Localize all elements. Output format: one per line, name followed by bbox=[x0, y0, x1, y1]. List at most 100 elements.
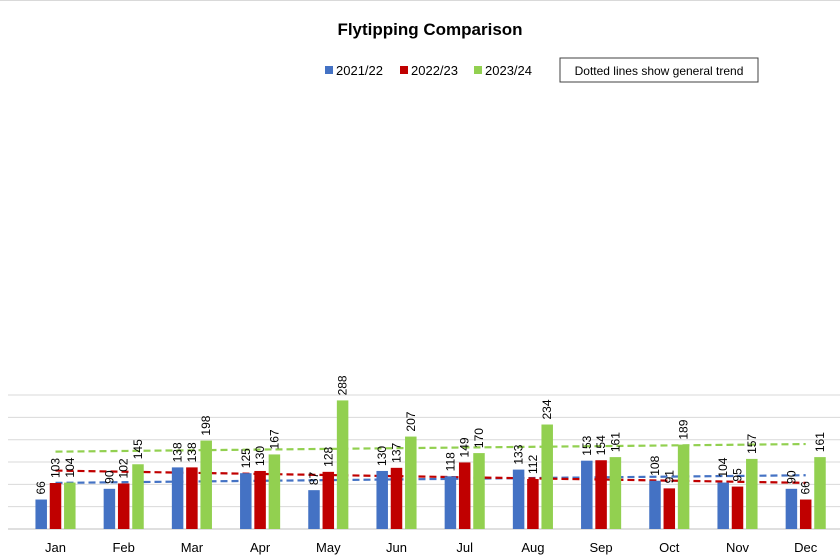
data-label: 153 bbox=[580, 435, 594, 455]
data-label: 161 bbox=[813, 432, 827, 452]
data-label: 130 bbox=[253, 446, 267, 466]
bar-feb-2022-23 bbox=[117, 483, 130, 529]
data-label: 133 bbox=[512, 444, 526, 464]
bar-may-2022-23 bbox=[322, 471, 335, 529]
x-tick-label: Nov bbox=[726, 540, 750, 555]
bar-jun-2021-22 bbox=[376, 470, 388, 529]
data-label: 137 bbox=[390, 442, 404, 462]
data-label: 108 bbox=[648, 455, 662, 475]
data-label: 66 bbox=[34, 481, 48, 495]
bar-jun-2022-23 bbox=[390, 467, 403, 529]
legend: 2021/22 2022/23 2023/24 bbox=[325, 63, 532, 78]
bar-may-2021-22 bbox=[308, 490, 320, 529]
x-tick-label: Mar bbox=[181, 540, 204, 555]
data-label: 130 bbox=[375, 446, 389, 466]
bar-dec-2023-24 bbox=[814, 457, 826, 529]
data-label: 90 bbox=[102, 470, 116, 484]
trendlines bbox=[55, 442, 806, 484]
data-label: 87 bbox=[307, 471, 321, 485]
bar-jul-2021-22 bbox=[444, 476, 457, 529]
x-tick-label: Jan bbox=[45, 540, 66, 555]
legend-swatch bbox=[474, 66, 482, 74]
bar-aug-2022-23 bbox=[527, 478, 539, 529]
x-tick-label: Aug bbox=[521, 540, 544, 555]
data-label: 103 bbox=[49, 458, 63, 478]
x-tick-label: Sep bbox=[590, 540, 613, 555]
data-label: 170 bbox=[472, 428, 486, 448]
bar-sep-2023-24 bbox=[609, 457, 622, 529]
data-label: 149 bbox=[458, 437, 472, 457]
data-label: 288 bbox=[336, 375, 350, 395]
bar-mar-2021-22 bbox=[171, 467, 184, 529]
data-label: 157 bbox=[745, 434, 759, 454]
x-tick-label: Dec bbox=[794, 540, 818, 555]
bar-mar-2023-24 bbox=[200, 440, 212, 529]
legend-label: 2022/23 bbox=[411, 63, 458, 78]
x-tick-label: Apr bbox=[250, 540, 271, 555]
data-label: 118 bbox=[443, 452, 457, 471]
legend-label: 2023/24 bbox=[485, 63, 532, 78]
data-label: 90 bbox=[784, 470, 798, 484]
trendline-2023-24 bbox=[55, 442, 806, 453]
data-label: 138 bbox=[171, 442, 185, 462]
data-label: 104 bbox=[63, 457, 77, 477]
bar-apr-2021-22 bbox=[240, 473, 252, 529]
grid bbox=[8, 394, 840, 530]
bar-jan-2022-23 bbox=[49, 483, 62, 529]
bar-apr-2022-23 bbox=[254, 470, 266, 529]
data-label: 138 bbox=[185, 442, 199, 462]
x-tick-label: Oct bbox=[659, 540, 680, 555]
bar-aug-2021-22 bbox=[512, 469, 525, 529]
bar-aug-2023-24 bbox=[541, 424, 553, 529]
data-label: 112 bbox=[526, 455, 540, 474]
x-axis: Jan Feb Mar Apr May Jun Jul Aug Sep Oct Nov Dec bbox=[45, 540, 818, 555]
data-label: 145 bbox=[131, 439, 145, 459]
bar-oct-2022-23 bbox=[663, 488, 676, 529]
legend-swatch bbox=[400, 66, 408, 74]
bar-feb-2021-22 bbox=[103, 488, 116, 529]
chart-title: Flytipping Comparison bbox=[337, 20, 522, 39]
bar-jan-2021-22 bbox=[35, 499, 47, 529]
annotation-box: Dotted lines show general trend bbox=[559, 57, 759, 83]
data-label: 95 bbox=[731, 468, 745, 482]
data-label: 102 bbox=[117, 458, 131, 478]
legend-swatch bbox=[325, 66, 333, 74]
bar-nov-2021-22 bbox=[717, 482, 729, 529]
bar-jan-2023-24 bbox=[64, 482, 76, 529]
x-tick-label: Jun bbox=[386, 540, 407, 555]
bar-sep-2022-23 bbox=[595, 460, 607, 529]
annotation-text: Dotted lines show general trend bbox=[575, 64, 744, 78]
bar-jul-2023-24 bbox=[473, 453, 485, 529]
data-label: 66 bbox=[799, 481, 813, 495]
bar-apr-2023-24 bbox=[268, 454, 281, 529]
bar-may-2023-24 bbox=[336, 400, 349, 529]
bar-dec-2021-22 bbox=[785, 488, 798, 529]
bar-mar-2022-23 bbox=[186, 467, 198, 529]
x-tick-label: Jul bbox=[456, 540, 473, 555]
data-label: 154 bbox=[594, 435, 608, 455]
bar-nov-2023-24 bbox=[746, 458, 758, 529]
bar-jun-2023-24 bbox=[405, 436, 417, 529]
x-tick-label: Feb bbox=[112, 540, 134, 555]
data-label: 104 bbox=[716, 457, 730, 477]
bar-nov-2022-23 bbox=[731, 486, 744, 529]
bar-oct-2023-24 bbox=[677, 444, 690, 529]
data-label: 91 bbox=[662, 470, 676, 484]
bar-feb-2023-24 bbox=[132, 464, 144, 529]
bars bbox=[35, 400, 826, 529]
data-label: 198 bbox=[199, 415, 213, 435]
data-label: 189 bbox=[677, 419, 691, 439]
bar-dec-2022-23 bbox=[799, 499, 812, 529]
bar-sep-2021-22 bbox=[581, 460, 593, 529]
data-label: 125 bbox=[239, 448, 253, 468]
legend-label: 2021/22 bbox=[336, 63, 383, 78]
bar-oct-2021-22 bbox=[649, 480, 661, 529]
data-label: 167 bbox=[267, 429, 281, 449]
x-tick-label: May bbox=[316, 540, 341, 555]
data-label: 234 bbox=[540, 399, 554, 419]
data-label: 207 bbox=[404, 411, 418, 431]
data-label: 128 bbox=[321, 447, 335, 467]
